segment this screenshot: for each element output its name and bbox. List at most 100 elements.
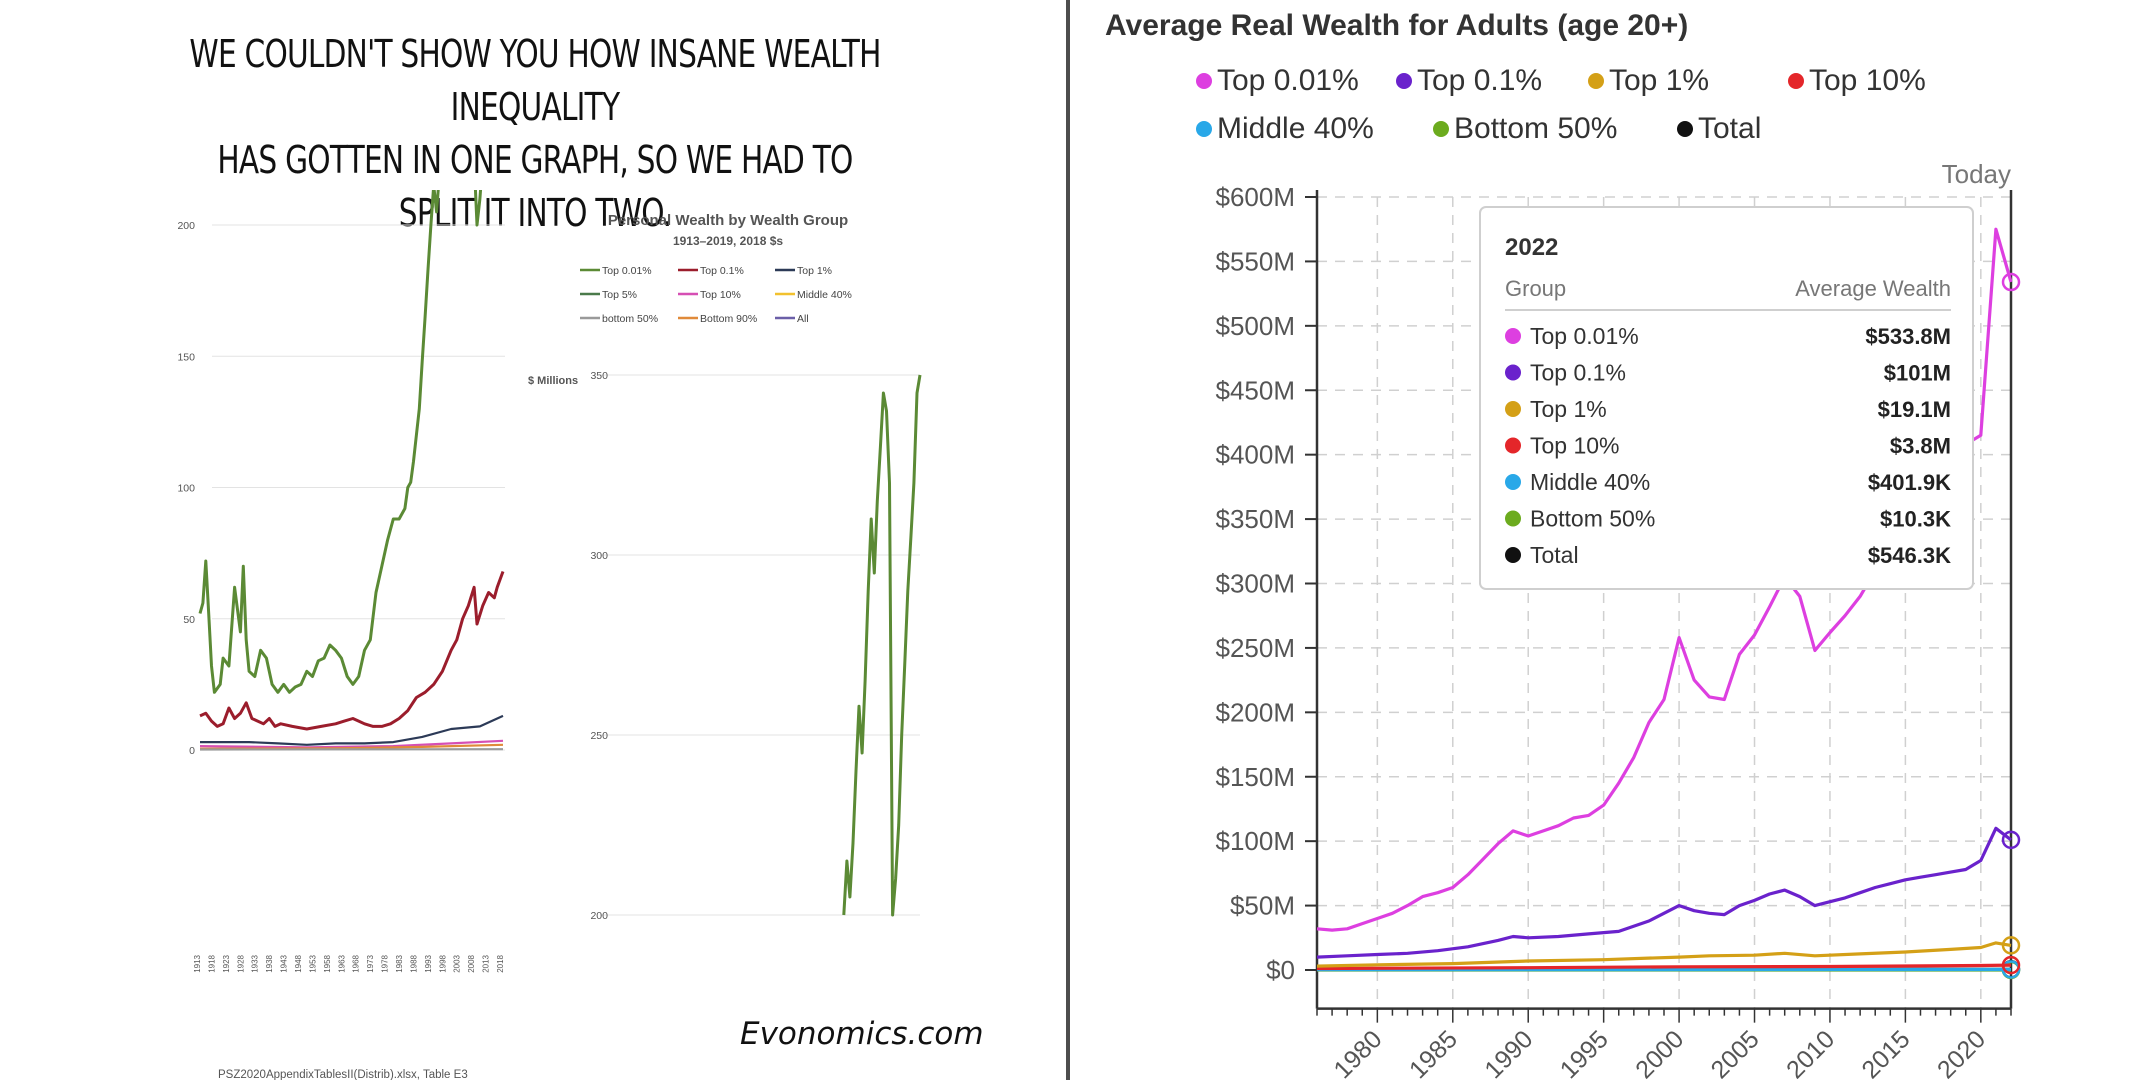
left-y-tick-label: 100 xyxy=(177,483,195,495)
legend-dot-top-1 xyxy=(1588,73,1604,89)
x-tick-label: 1978 xyxy=(381,954,390,972)
tooltip-dot-top-10 xyxy=(1505,437,1521,454)
headline: WE COULDN'T SHOW YOU HOW INSANE WEALTH I… xyxy=(141,28,929,240)
legend-dot-total xyxy=(1677,121,1693,137)
left-series-line-top-0-1 xyxy=(199,570,505,731)
tooltip-row-value-bottom-50: $10.3K xyxy=(1880,507,1951,532)
tooltip-row-name-middle-40: Middle 40% xyxy=(1530,469,1650,495)
legend-dot-top-0-1 xyxy=(1396,73,1412,89)
legend-label-top-10: Top 10% xyxy=(700,289,741,301)
x-tick-label: 1998 xyxy=(438,954,447,972)
x-axis-ticks: 1913 1918 1923 1928 1933 1938 1943 1948 1953 1958… xyxy=(193,954,505,972)
legend-dot-bottom-50 xyxy=(1433,121,1449,137)
tooltip-dot-top-1 xyxy=(1505,401,1521,417)
y-tick-label: $0 xyxy=(1266,955,1295,985)
series-line-top-10 xyxy=(1316,963,2012,971)
tooltip-row-value-middle-40: $401.9K xyxy=(1868,470,1951,495)
chart-title: Personal Wealth by Wealth Group xyxy=(608,212,848,229)
y-tick-label: $50M xyxy=(1230,891,1295,921)
x-tick-label: 1993 xyxy=(424,954,433,972)
legend: Top 0.01% Top 0.1% Top 1% Top 10% Middle 40%… xyxy=(1196,64,1926,145)
tooltip-row-name-top-1: Top 1% xyxy=(1530,396,1607,422)
legend-label-top-0-1: Top 0.1% xyxy=(700,265,744,277)
legend-label-top-1: Top 1% xyxy=(797,265,832,277)
x-tick-label: 1938 xyxy=(265,954,274,972)
tooltip-rows: Top 0.01% $533.8M Top 0.1% $101M Top 1% $19.1… xyxy=(1505,323,1951,568)
right-panel-grid: 200 250 300 350 xyxy=(590,370,920,922)
today-label: Today xyxy=(1942,159,2011,189)
y-tick-label: $600M xyxy=(1216,182,1296,212)
legend: Top 0.01% Top 0.1% Top 1% Top 5% Top 10% Midd… xyxy=(580,265,852,325)
tooltip-row-name-top-0-1: Top 0.1% xyxy=(1530,360,1626,386)
tooltip-row-value-top-10: $3.8M xyxy=(1890,434,1951,459)
brand-watermark: Evonomics.com xyxy=(740,1016,984,1052)
x-tick-label: 1948 xyxy=(294,954,303,972)
tooltip-row-name-bottom-50: Bottom 50% xyxy=(1530,506,1655,532)
legend-label-middle-40: Middle 40% xyxy=(1217,112,1374,145)
tooltip-col-group: Group xyxy=(1505,276,1566,301)
left-series-line-top-1 xyxy=(200,714,504,746)
x-tick-label: 2013 xyxy=(482,954,491,972)
tooltip-row-value-top-1: $19.1M xyxy=(1878,397,1951,422)
y-tick-label: $200M xyxy=(1216,697,1296,727)
y-tick-label: $350M xyxy=(1216,504,1296,534)
tooltip-row-value-top-0-1: $101M xyxy=(1884,361,1951,386)
legend-label-bottom-50: Bottom 50% xyxy=(1454,112,1617,145)
legend-label-top-1: Top 1% xyxy=(1609,64,1709,97)
x-tick-label: 1983 xyxy=(395,954,404,972)
legend-label-all: All xyxy=(797,313,809,325)
x-tick-label: 1923 xyxy=(222,954,231,972)
x-tick-label: 2003 xyxy=(453,954,462,972)
left-y-tick-label: 0 xyxy=(189,745,195,757)
left-y-tick-label: 50 xyxy=(183,614,195,626)
right-y-tick-label: 250 xyxy=(590,730,608,742)
series-endpoint-top-1 xyxy=(2001,936,2021,955)
x-tick-label: 1928 xyxy=(236,954,245,972)
y-axis-label: $ Millions xyxy=(528,375,578,387)
x-tick-label: 1943 xyxy=(280,954,289,972)
tooltip-dot-bottom-50 xyxy=(1505,510,1521,527)
series-endpoint-top-0-1 xyxy=(2001,830,2021,850)
legend-dot-top-10 xyxy=(1788,73,1804,89)
legend-dot-top-0-01 xyxy=(1196,73,1212,89)
headline-line-3: SPLIT IT INTO TWO. xyxy=(398,191,672,235)
legend-label-top-10: Top 10% xyxy=(1809,64,1926,97)
x-tick-label: 1968 xyxy=(352,954,361,972)
y-tick-label: $400M xyxy=(1216,440,1296,470)
right-y-tick-label: 350 xyxy=(590,370,608,382)
series-line-top-0-1 xyxy=(1316,826,2012,959)
legend-label-top-5: Top 5% xyxy=(602,289,637,301)
tooltip-row-name-top-0-01: Top 0.01% xyxy=(1530,323,1639,349)
x-tick-label: 1953 xyxy=(308,954,317,972)
y-tick-label: $250M xyxy=(1216,633,1296,663)
tooltip-row-value-top-0-01: $533.8M xyxy=(1865,324,1951,349)
x-tick-label: 1918 xyxy=(207,954,216,972)
divider xyxy=(1066,0,1070,1080)
y-tick-label: $500M xyxy=(1216,311,1296,341)
right-panel-series xyxy=(842,374,922,917)
right-series-line-top-0-01 xyxy=(842,374,922,917)
legend-label-bottom-50: bottom 50% xyxy=(602,313,658,325)
tooltip-dot-top-0-1 xyxy=(1505,364,1521,381)
chart-title: Average Real Wealth for Adults (age 20+) xyxy=(1105,9,1688,42)
tooltip-row-name-top-10: Top 10% xyxy=(1530,433,1620,459)
left-panel-grid: 0 50 100 150 200 xyxy=(177,220,505,757)
y-tick-label: $550M xyxy=(1216,246,1296,276)
legend-dot-middle-40 xyxy=(1196,121,1212,137)
x-tick-label: 1933 xyxy=(251,954,260,972)
legend-label-top-0-01: Top 0.01% xyxy=(602,265,652,277)
legend-label-total: Total xyxy=(1698,112,1761,145)
average-real-wealth-chart: Average Real Wealth for Adults (age 20+)… xyxy=(1095,0,2130,1080)
tooltip-year: 2022 xyxy=(1505,234,1558,261)
legend-label-top-0-1: Top 0.1% xyxy=(1417,64,1542,97)
source-note: PSZ2020AppendixTablesII(Distrib).xlsx, T… xyxy=(218,1069,468,1080)
x-tick-label: 2018 xyxy=(496,954,505,972)
headline-line-2: HAS GOTTEN IN ONE GRAPH, SO WE HAD TO xyxy=(217,138,853,182)
left-series-line-top-0-01 xyxy=(198,190,483,694)
x-tick-label: 1958 xyxy=(323,954,332,972)
legend-label-bottom-90: Bottom 90% xyxy=(700,313,757,325)
tooltip: 2022 Group Average Wealth Top 0.01% $533.… xyxy=(1479,206,1974,590)
left-series-line-top-10 xyxy=(199,739,504,749)
left-y-tick-label: 150 xyxy=(177,351,195,363)
tooltip-dot-top-0-01 xyxy=(1505,328,1521,344)
